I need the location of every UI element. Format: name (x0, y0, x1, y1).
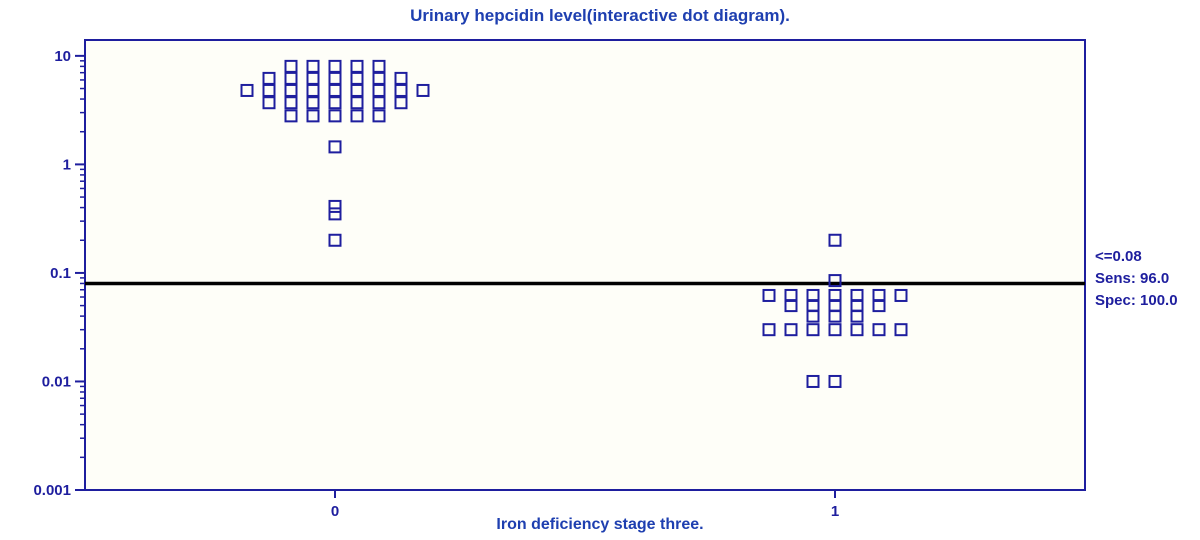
svg-text:1: 1 (63, 156, 71, 173)
svg-text:0.1: 0.1 (50, 265, 71, 282)
chart-container: Urinary hepcidin level(interactive dot d… (0, 0, 1200, 540)
dot-diagram-plot: 0.0010.010.111001 (0, 0, 1200, 540)
threshold-annotation-line: Spec: 100.0 (1095, 292, 1178, 309)
threshold-annotation-line: Sens: 96.0 (1095, 270, 1169, 287)
svg-text:0.01: 0.01 (42, 373, 71, 390)
x-axis-label: Iron deficiency stage three. (0, 516, 1200, 534)
svg-text:0.001: 0.001 (33, 482, 71, 499)
svg-text:10: 10 (54, 48, 71, 65)
threshold-annotation-line: <=0.08 (1095, 248, 1142, 265)
x-axis-label-text: Iron deficiency stage three. (496, 516, 703, 533)
